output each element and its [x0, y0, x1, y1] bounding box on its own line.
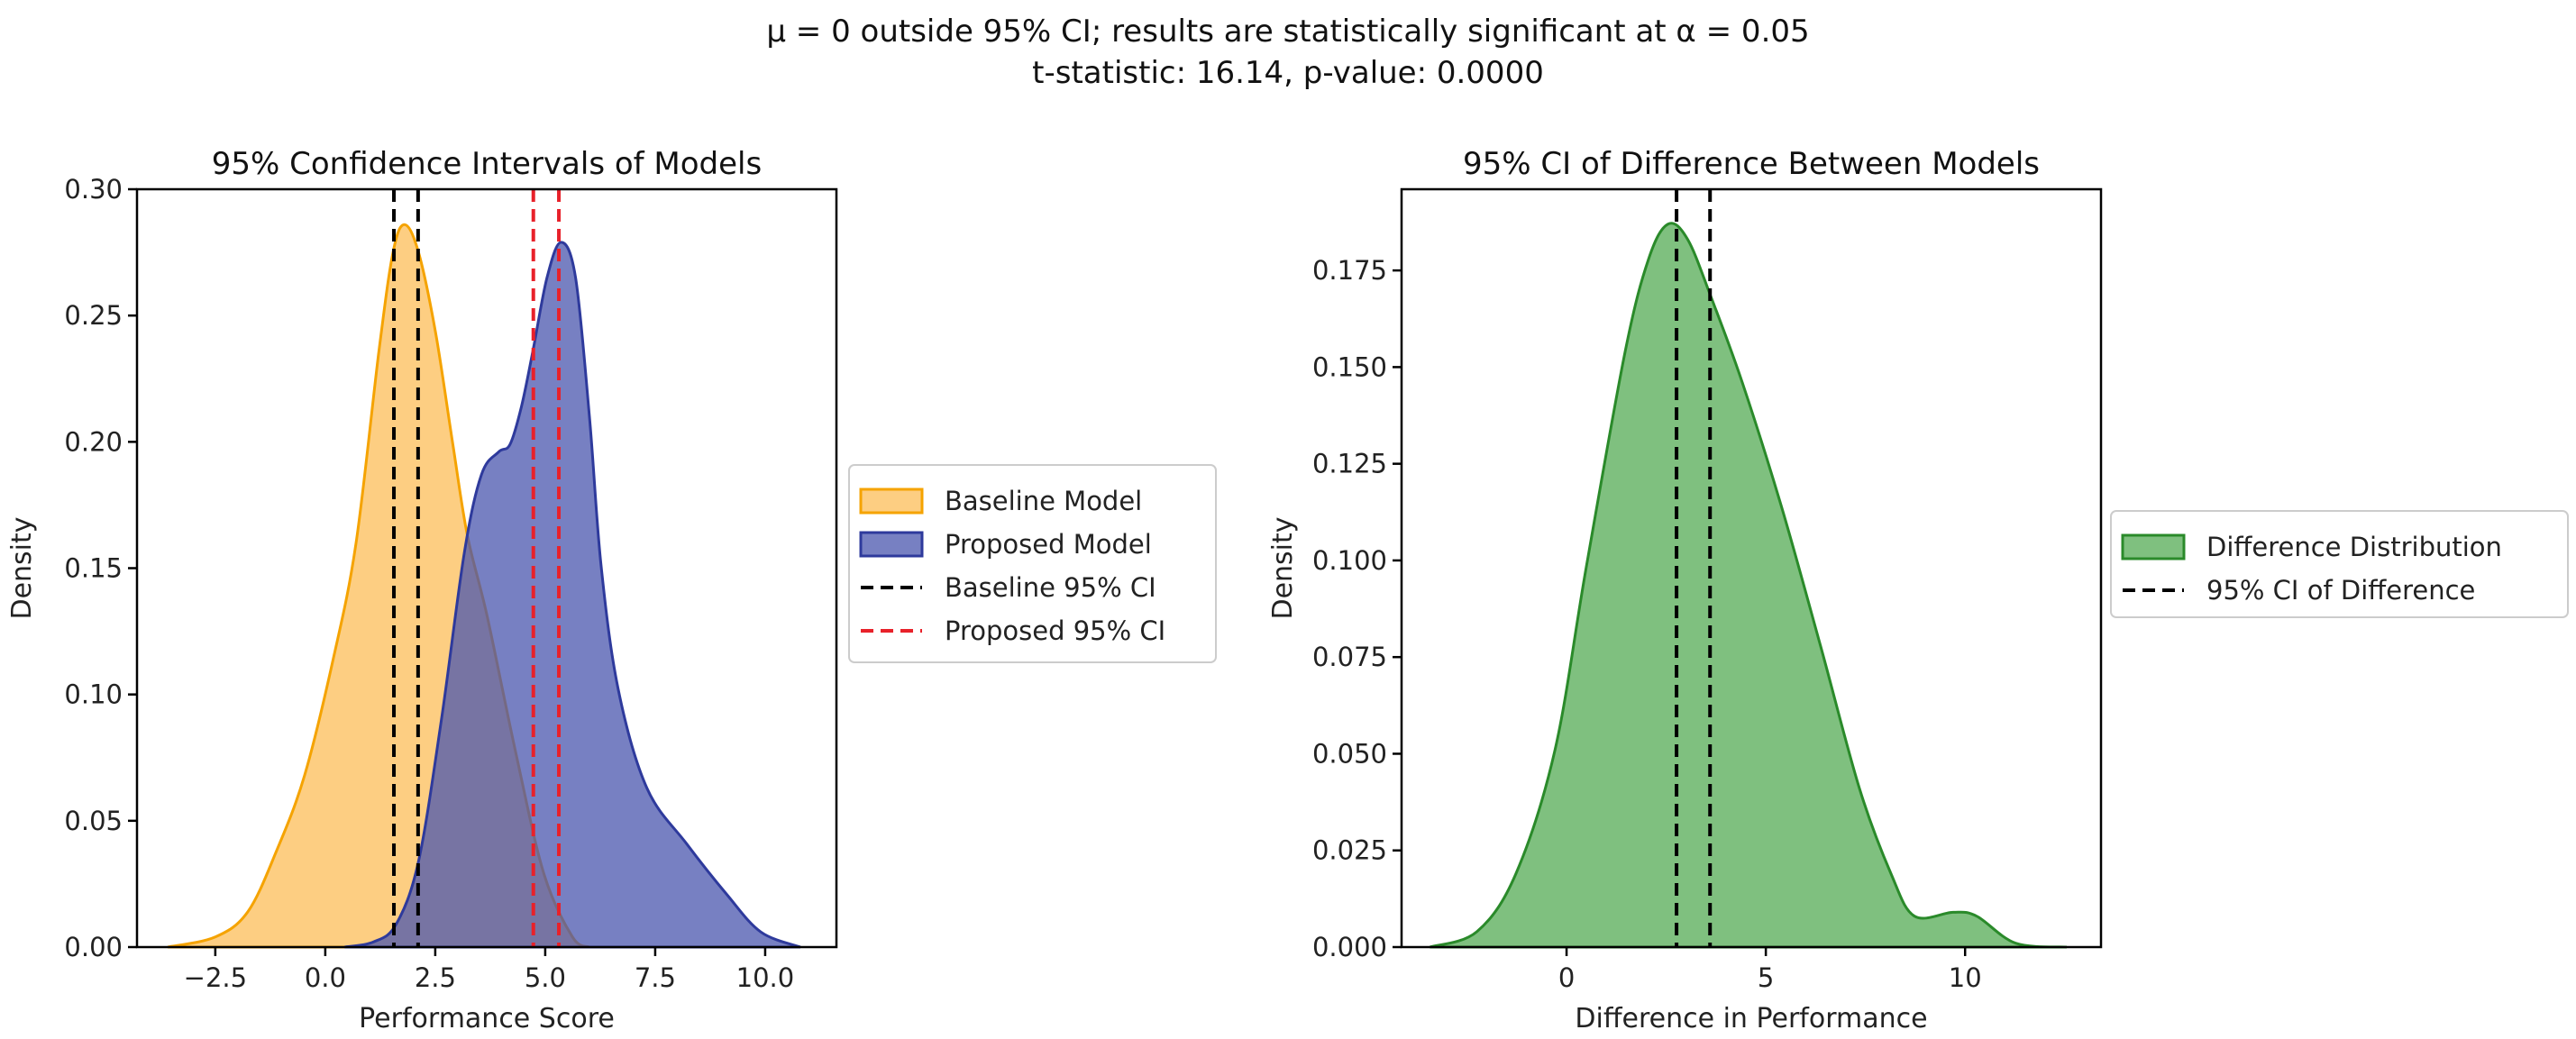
x-tick-label: 5.0	[525, 962, 566, 993]
x-tick-label: 10.0	[736, 962, 795, 993]
y-tick-label: 0.175	[1312, 255, 1387, 286]
chart-title: 95% Confidence Intervals of Models	[212, 146, 762, 182]
y-axis-label: Density	[1267, 516, 1299, 619]
density-area-difference-distribution	[1429, 222, 2068, 949]
legend-swatch	[2121, 533, 2186, 561]
x-tick-label: 10	[1949, 962, 1982, 993]
left-chart-confidence-intervals: −2.5 0.0 2.5 5.0 7.5 10.0 0.00 0.05 0.10 0.15 0.20…	[6, 146, 1217, 1034]
legend-label: Proposed 95% CI	[945, 615, 1165, 646]
legend-label: Baseline Model	[945, 486, 1142, 516]
x-tick-label: 7.5	[635, 962, 676, 993]
x-tick-label: 5	[1758, 962, 1774, 993]
y-tick-label: 0.125	[1312, 449, 1387, 479]
y-tick-label: 0.25	[64, 300, 123, 331]
axes-frame	[1400, 187, 2103, 949]
y-tick-label: 0.050	[1312, 738, 1387, 769]
legend-label: Difference Distribution	[2206, 532, 2502, 562]
y-tick-label: 0.20	[64, 426, 123, 457]
y-tick-label: 0.150	[1312, 351, 1387, 382]
legend-label: Proposed Model	[945, 529, 1152, 560]
legend-box	[2110, 510, 2569, 618]
y-tick-label: 0.100	[1312, 545, 1387, 576]
density-area-proposed-model	[344, 241, 801, 949]
x-axis-label: Performance Score	[359, 1003, 615, 1034]
legend-swatch	[859, 488, 924, 515]
suptitle-line-1: μ = 0 outside 95% CI; results are statis…	[766, 14, 1809, 50]
x-tick-label: −2.5	[184, 962, 247, 993]
y-tick-label: 0.30	[64, 174, 123, 205]
right-chart-difference: 0 5 10 0.000 0.025 0.050 0.075 0.100 0.125 0.150 0…	[1267, 146, 2569, 1034]
x-tick-label: 0.0	[305, 962, 346, 993]
legend: Difference Distribution 95% CI of Differe…	[2110, 510, 2569, 618]
suptitle-line-2: t-statistic: 16.14, p-value: 0.0000	[1032, 55, 1544, 91]
y-tick-label: 0.10	[64, 679, 123, 710]
legend-label: 95% CI of Difference	[2206, 575, 2475, 606]
x-tick-label: 0	[1558, 962, 1575, 993]
legend-swatch	[859, 531, 924, 558]
y-tick-label: 0.075	[1312, 642, 1387, 672]
legend-box	[848, 464, 1217, 663]
x-axis-label: Difference in Performance	[1575, 1003, 1927, 1034]
y-tick-label: 0.00	[64, 932, 123, 962]
x-tick-label: 2.5	[415, 962, 456, 993]
y-tick-label: 0.000	[1312, 932, 1387, 962]
y-axis-label: Density	[6, 516, 38, 619]
legend: Baseline Model Proposed Model Baseline 95%…	[848, 464, 1217, 663]
y-tick-label: 0.05	[64, 806, 123, 836]
chart-title: 95% CI of Difference Between Models	[1463, 146, 2040, 182]
legend-label: Baseline 95% CI	[945, 572, 1156, 603]
y-tick-label: 0.15	[64, 553, 123, 584]
y-tick-label: 0.025	[1312, 835, 1387, 866]
